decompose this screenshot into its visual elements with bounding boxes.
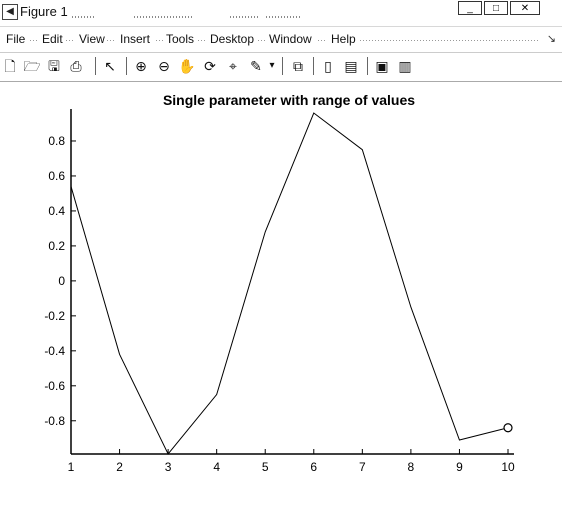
y-tick-label: 0 (58, 274, 65, 288)
minimize-button[interactable]: _ (458, 1, 482, 15)
maximize-button[interactable]: □ (484, 1, 508, 15)
close-button[interactable]: ✕ (510, 1, 540, 15)
y-tick-label: 0.6 (48, 169, 65, 183)
zoom-out-icon[interactable]: ⊖ (154, 56, 174, 76)
y-tick-label: 0.2 (48, 239, 65, 253)
toolbar-separator (126, 57, 127, 75)
line-chart[interactable]: Single parameter with range of values 1 2… (0, 81, 562, 502)
hide-plot-tools-icon[interactable]: ▣ (372, 56, 392, 76)
menu-insert[interactable]: Insert (120, 32, 150, 46)
menu-window[interactable]: Window (269, 32, 312, 46)
window-title: Figure 1 (20, 4, 68, 19)
y-tick-label: -0.2 (44, 309, 65, 323)
menu-edit[interactable]: Edit (42, 32, 63, 46)
y-tick-label: 0.8 (48, 134, 65, 148)
x-tick-label: 2 (116, 460, 123, 474)
menu-separator (360, 40, 540, 41)
y-tick-label: 0.4 (48, 204, 65, 218)
menu-view[interactable]: View (79, 32, 105, 46)
menu-tools[interactable]: Tools (166, 32, 194, 46)
menu-bar: File Edit View Insert Tools Desktop Wind… (0, 29, 562, 51)
menu-separator (107, 40, 115, 41)
x-tick-label: 9 (456, 460, 463, 474)
colorbar-icon[interactable]: ▯ (318, 56, 338, 76)
figure-canvas: Single parameter with range of values 1 2… (0, 81, 562, 502)
menu-separator (156, 40, 164, 41)
toolbar-separator (313, 57, 314, 75)
legend-icon[interactable]: ▤ (341, 56, 361, 76)
x-tick-label: 5 (262, 460, 269, 474)
menu-separator (66, 40, 74, 41)
pan-hand-icon[interactable]: ✋ (177, 56, 197, 76)
x-tick-label: 4 (213, 460, 220, 474)
brush-dropdown-icon[interactable]: ▾ (266, 56, 278, 76)
new-figure-icon[interactable]: 🗋 (0, 56, 20, 76)
x-tick-label: 8 (408, 460, 415, 474)
menu-separator (258, 40, 266, 41)
rotate-3d-icon[interactable]: ⟳ (200, 56, 220, 76)
menu-file[interactable]: File (6, 32, 25, 46)
x-tick-label: 7 (359, 460, 366, 474)
open-file-icon[interactable]: 🗁 (22, 56, 42, 76)
print-icon[interactable]: ⎙ (66, 56, 86, 76)
window-titlebar[interactable]: ◀ Figure 1 _ □ ✕ (0, 0, 562, 27)
titlebar-dither (134, 16, 194, 18)
menu-desktop[interactable]: Desktop (210, 32, 254, 46)
menu-separator (318, 40, 326, 41)
show-plot-tools-icon[interactable]: ▥ (395, 56, 415, 76)
figure-toolbar: 🗋 🗁 🖫 ⎙ ↖ ⊕ ⊖ ✋ ⟳ ⌖ ✎ ▾ ⧉ ▯ ▤ ▣ ▥ (0, 52, 562, 82)
matlab-figure-icon[interactable]: ◀ (2, 4, 18, 20)
menu-separator (198, 40, 206, 41)
titlebar-dither (230, 16, 260, 18)
zoom-in-icon[interactable]: ⊕ (131, 56, 151, 76)
brush-icon[interactable]: ✎ (246, 56, 266, 76)
end-point-marker (504, 424, 512, 432)
select-arrow-icon[interactable]: ↖ (100, 56, 120, 76)
y-tick-label: -0.4 (44, 344, 65, 358)
toolbar-separator (367, 57, 368, 75)
x-tick-label: 1 (68, 460, 75, 474)
x-tick-label: 10 (501, 460, 515, 474)
y-tick-label: -0.6 (44, 379, 65, 393)
titlebar-dither (266, 16, 302, 18)
data-cursor-icon[interactable]: ⌖ (223, 56, 243, 76)
menu-help[interactable]: Help (331, 32, 356, 46)
menu-separator (30, 40, 38, 41)
y-tick-label: -0.8 (44, 414, 65, 428)
toolbar-separator (95, 57, 96, 75)
link-plot-icon[interactable]: ⧉ (288, 56, 308, 76)
x-tick-label: 6 (310, 460, 317, 474)
save-icon[interactable]: 🖫 (44, 56, 64, 76)
x-tick-label: 3 (165, 460, 172, 474)
series-line (71, 113, 508, 454)
titlebar-dither (72, 16, 96, 18)
toolbar-separator (282, 57, 283, 75)
menu-overflow-icon[interactable]: ↘ (547, 32, 556, 45)
chart-title: Single parameter with range of values (163, 92, 415, 108)
